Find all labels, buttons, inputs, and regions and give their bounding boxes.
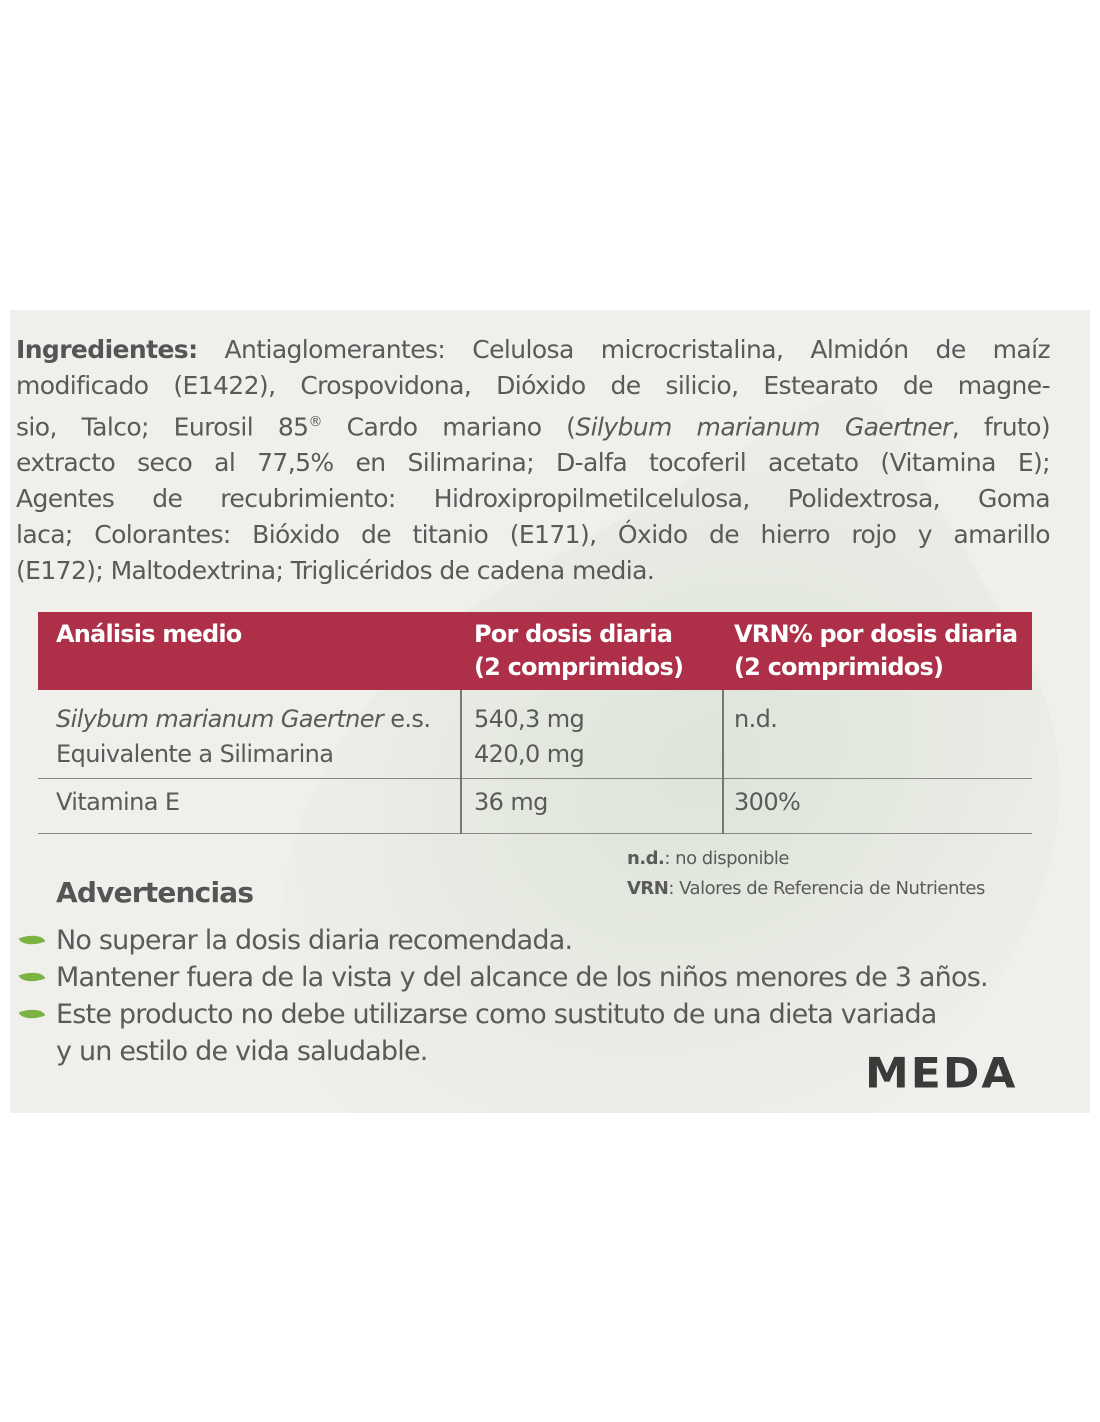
nutrient-name: Vitamina E [56, 788, 180, 816]
ingredients-text: Ingredientes: Antiaglomerantes: Celulosa… [16, 332, 1051, 589]
vrn-value: 300% [734, 788, 801, 816]
warning-text: Mantener fuera de la vista y del alcance… [56, 962, 989, 993]
table-header: Análisis medio Por dosis diaria (2 compri… [38, 612, 1032, 690]
nutrient-equivalent: Equivalente a Silimarina [56, 740, 334, 768]
ingredients-segment: sio, Talco; Eurosil 85 [16, 412, 309, 442]
dose-value-1: 540,3 mg [474, 705, 585, 733]
warning-text: No superar la dosis diaria recomendada. [56, 925, 573, 956]
nutrient-name-italic: Silybum marianum Gaertner [56, 705, 384, 733]
legend-text: : Valores de Referencia de Nutrientes [668, 878, 985, 899]
header-dose: Por dosis diaria (2 comprimidos) [474, 618, 684, 684]
nutrient-name: Silybum marianum Gaertner e.s. Equivalent… [56, 702, 431, 772]
warning-text: Este producto no debe utilizarse como su… [56, 999, 937, 1030]
ingredients-segment: ® [308, 414, 322, 430]
header-dose-line1: Por dosis diaria [474, 620, 673, 648]
dose-value-2: 420,0 mg [474, 740, 585, 768]
dose-value: 36 mg [474, 788, 548, 816]
warnings-title: Advertencias [56, 876, 254, 909]
legend-vrn: VRN: Valores de Referencia de Nutrientes [627, 874, 985, 904]
legend-text: : no disponible [664, 848, 789, 869]
warnings-list: No superar la dosis diaria recomendada. … [18, 922, 989, 1070]
ingredients-line: extracto seco al 77,5% en Silimarina; D-… [16, 445, 1051, 481]
ingredients-segment: laca; Colorantes: Bióxido de titanio (E1… [16, 520, 1051, 550]
nutrient-name-suffix: e.s. [383, 705, 431, 733]
ingredients-segment: (E172); Maltodextrina; Triglicéridos de … [16, 556, 655, 586]
table-row: Vitamina E 36 mg 300% [38, 779, 1032, 834]
product-label: Ingredientes: Antiaglomerantes: Celulosa… [10, 310, 1090, 1113]
header-vrn-line1: VRN% por dosis diaria [734, 620, 1018, 648]
table-legend: n.d.: no disponible VRN: Valores de Refe… [627, 844, 985, 904]
table-row: Silybum marianum Gaertner e.s. Equivalent… [38, 690, 1032, 779]
warning-text-continued: y un estilo de vida saludable. [56, 1036, 428, 1067]
warning-item: Este producto no debe utilizarse como su… [18, 996, 988, 1070]
meda-logo: MEDA [865, 1049, 1018, 1098]
ingredients-segment: Ingredientes: [16, 335, 198, 364]
ingredients-line: laca; Colorantes: Bióxido de titanio (E1… [16, 517, 1051, 553]
vrn-value: n.d. [734, 705, 778, 733]
ingredients-line: Ingredientes: Antiaglomerantes: Celulosa… [16, 332, 1051, 368]
ingredients-segment: extracto seco al 77,5% en Silimarina; D-… [16, 448, 1051, 478]
ingredients-segment: Cardo mariano ( [321, 412, 576, 442]
ingredients-segment: Silybum marianum Gaertner [575, 412, 952, 442]
column-divider [722, 690, 724, 834]
ingredients-segment: Agentes de recubrimiento: Hidroxipropilm… [16, 484, 1051, 514]
header-analysis: Análisis medio [56, 620, 242, 648]
leaf-icon [18, 1004, 46, 1024]
leaf-icon [18, 967, 46, 987]
ingredients-segment: modificado (E1422), Crospovidona, Dióxid… [16, 371, 1051, 400]
nutrition-table: Análisis medio Por dosis diaria (2 compri… [38, 612, 1032, 834]
header-vrn-line2: (2 comprimidos) [734, 653, 944, 681]
leaf-icon [18, 930, 46, 950]
dose-value: 540,3 mg 420,0 mg [474, 702, 585, 772]
ingredients-line: Agentes de recubrimiento: Hidroxipropilm… [16, 481, 1051, 517]
legend-abbr: n.d. [627, 848, 665, 869]
header-dose-line2: (2 comprimidos) [474, 653, 684, 681]
ingredients-segment: , fruto) [951, 412, 1051, 442]
ingredients-segment: Antiaglomerantes: Celulosa microcristali… [197, 335, 1051, 364]
warning-item: Mantener fuera de la vista y del alcance… [18, 959, 989, 996]
warning-item: No superar la dosis diaria recomendada. [18, 922, 988, 959]
ingredients-line: sio, Talco; Eurosil 85® Cardo mariano (S… [16, 404, 1051, 445]
header-vrn: VRN% por dosis diaria (2 comprimidos) [734, 618, 1018, 684]
legend-abbr: VRN [627, 878, 669, 899]
ingredients-line: (E172); Maltodextrina; Triglicéridos de … [16, 553, 1050, 589]
ingredients-line: modificado (E1422), Crospovidona, Dióxid… [16, 368, 1051, 404]
column-divider [460, 690, 462, 834]
legend-nd: n.d.: no disponible [627, 844, 985, 874]
